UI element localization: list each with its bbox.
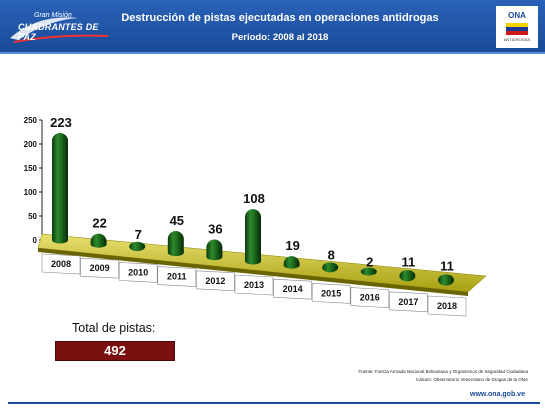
bar [167, 231, 184, 257]
data-label: 45 [170, 213, 184, 228]
venezuela-flag-icon [506, 23, 528, 35]
data-label: 108 [243, 191, 265, 206]
source-text: Fuente: Fuerza Armada Nacional Bolivaria… [358, 369, 528, 374]
data-label: 22 [92, 216, 106, 231]
x-tick-label: 2012 [205, 276, 225, 286]
page-title: Destrucción de pistas ejecutadas en oper… [121, 12, 439, 24]
logo-big-text: CUADRANTES DE PAZ [18, 22, 99, 42]
total-label: Total de pistas: [72, 321, 156, 335]
x-tick-label: 2010 [128, 267, 148, 277]
y-tick-label: 50 [28, 212, 37, 221]
ona-logo-text: ONA [508, 11, 526, 20]
total-value-box: 492 [55, 341, 175, 361]
bar [90, 233, 107, 248]
x-tick-label: 2015 [321, 288, 341, 298]
calc-text: Cálculo: Observatorio Venezolano de Drog… [415, 377, 528, 382]
bar-chart: 0 50 100 150 200 250 2008 2009 2010 2011 2012 2013 2… [24, 115, 487, 317]
x-label-plate [427, 295, 467, 317]
y-tick-label: 100 [24, 188, 38, 197]
x-tick-label: 2011 [167, 272, 187, 282]
x-tick-label: 2008 [51, 259, 71, 269]
bar [52, 132, 68, 244]
header-banner: Gran Misión CUADRANTES DE PAZ Destrucció… [0, 0, 545, 54]
y-tick-label: 200 [24, 140, 38, 149]
bar [399, 270, 416, 282]
x-label-plate [157, 266, 197, 287]
ona-logo: ONA ANTIDROGAS [496, 6, 538, 48]
x-label-plate [196, 270, 235, 292]
x-label-plate [118, 262, 158, 283]
x-tick-label: 2016 [360, 293, 380, 303]
x-label-plate [389, 291, 428, 313]
data-label: 11 [440, 259, 454, 274]
x-tick-label: 2018 [437, 301, 457, 311]
bar [360, 267, 377, 276]
website-link[interactable]: www.ona.gob.ve [470, 391, 525, 398]
data-label: 36 [208, 222, 222, 237]
logo-swoosh-icon [10, 17, 109, 43]
cuadrantes-de-paz-logo: Gran Misión CUADRANTES DE PAZ [8, 8, 118, 46]
page-subtitle: Período: 2008 al 2018 [231, 32, 329, 43]
x-tick-label: 2013 [244, 280, 264, 290]
data-label: 2 [366, 255, 373, 270]
y-tick-label: 0 [33, 236, 38, 245]
data-label: 7 [135, 227, 142, 242]
x-label-plate [273, 278, 312, 300]
bar [245, 209, 261, 265]
chart-floor-edge [38, 248, 468, 296]
y-tick-label: 250 [24, 116, 38, 125]
data-label: 19 [285, 238, 299, 253]
footer-divider [8, 402, 540, 404]
x-tick-label: 2009 [90, 263, 110, 273]
x-label-plate [350, 287, 390, 308]
x-tick-label: 2014 [283, 284, 303, 294]
data-label: 11 [402, 255, 416, 270]
ona-logo-tag: ANTIDROGAS [503, 37, 531, 42]
bar [129, 241, 146, 252]
x-tick-label: 2017 [398, 297, 418, 307]
bar [206, 239, 223, 261]
logo-small-text: Gran Misión [34, 12, 72, 19]
x-label-plate [311, 283, 351, 304]
x-label-plate [80, 257, 119, 279]
y-tick-label: 150 [24, 164, 38, 173]
bar [438, 274, 454, 286]
data-label: 8 [328, 248, 335, 263]
x-label-plate [234, 274, 274, 296]
x-label-plate [41, 253, 81, 275]
data-label: 223 [50, 115, 72, 130]
bar [283, 256, 300, 269]
bar [322, 262, 339, 273]
